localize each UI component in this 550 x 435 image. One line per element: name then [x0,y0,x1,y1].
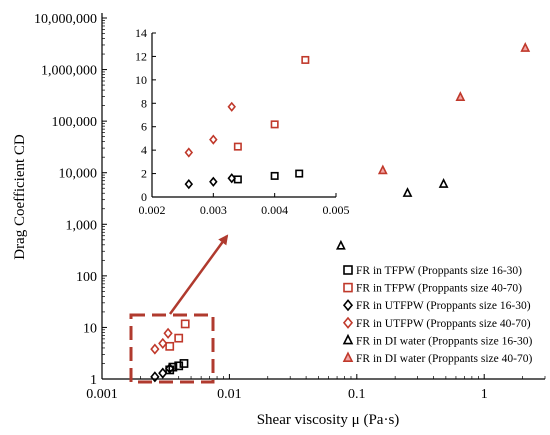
data-point-square [179,359,189,368]
inset-data-point-diamond [209,176,218,187]
x-tick-label: 0.1 [348,387,366,402]
legend-marker-square [343,265,353,275]
inset-y-ticks: 0 2 4 6 8 10 12 14 [135,26,156,204]
inset-data-point-square [233,142,242,151]
legend-item: FR in DI water (Proppants size 16-30) [342,333,532,347]
y-tick-label: 10 [83,321,97,336]
x-tick-label: 0.001 [86,387,118,402]
legend-marker-triangle [342,333,354,345]
y-axis-label: Drag Coefficient CD [12,134,28,260]
y-tick-label: 100,000 [52,115,98,130]
highlight-box [129,313,215,384]
inset-data-point-square [270,171,279,180]
data-point-diamond [158,337,168,349]
legend: FR in TFPW (Proppants size 16-30) FR in T… [342,265,532,365]
inset-x-tick-label: 0.003 [200,203,227,217]
legend-marker-diamond [342,299,354,312]
data-point-square [174,333,184,343]
legend-label: FR in UTFPW (Proppants size 40-70) [356,318,531,330]
inset-data-point-diamond [184,147,194,158]
inset-y-tick-label: 10 [135,73,147,87]
data-point-diamond [163,327,173,339]
inset-plot: 0 2 4 6 8 10 12 14 0.002 0.003 0.004 0.005 [135,26,350,217]
data-point-diamond [150,343,160,355]
legend-item: FR in TFPW (Proppants size 16-30) [343,265,522,277]
inset-y-tick-label: 6 [141,120,147,134]
inset-data-point-square [270,120,279,129]
legend-item: FR in TFPW (Proppants size 40-70) [343,282,522,295]
inset-y-tick-label: 4 [141,143,147,157]
inset-data-points [184,55,310,190]
zoom-arrow [168,234,229,315]
data-point-diamond [158,367,168,379]
inset-x-tick-label: 0.005 [323,203,350,217]
legend-item: FR in UTFPW (Proppants size 40-70) [342,316,531,330]
inset-data-point-diamond [227,173,236,184]
legend-label: FR in TFPW (Proppants size 16-30) [356,265,522,277]
inset-x-tick-label: 0.002 [139,203,166,217]
inset-data-point-diamond [227,101,236,112]
inset-x-tick-label: 0.004 [261,203,288,217]
legend-item: FR in UTFPW (Proppants size 16-30) [342,299,531,312]
legend-label: FR in TFPW (Proppants size 40-70) [356,283,522,295]
inset-y-tick-label: 14 [135,26,147,40]
legend-label: FR in DI water (Proppants size 16-30) [356,335,532,347]
data-point-square [180,319,190,329]
legend-marker-square [343,282,353,293]
x-tick-label: 0.01 [217,387,242,402]
legend-label: FR in UTFPW (Proppants size 16-30) [356,300,531,312]
main-x-ticks: 0.001 0.01 0.1 1 [86,374,546,402]
inset-data-point-diamond [184,179,194,190]
main-data-points [150,42,531,383]
legend-item: FR in DI water (Proppants size 40-70) [342,351,532,365]
inset-data-point-square [295,169,304,178]
y-tick-label: 10,000,000 [34,12,97,27]
main-plot: 1101001,00010,000100,0001,000,00010,000,… [34,12,546,402]
x-tick-label: 1 [481,387,488,402]
data-point-diamond [150,371,160,383]
y-tick-label: 1,000,000 [41,64,97,79]
inset-y-tick-label: 2 [141,167,147,181]
data-point-diamond [165,362,175,375]
data-point-triangle [520,42,531,52]
inset-y-tick-label: 12 [135,49,147,63]
legend-marker-diamond [342,316,354,329]
legend-label: FR in DI water (Proppants size 40-70) [356,353,532,365]
data-point-square [174,361,184,371]
legend-marker-triangle [342,351,354,363]
y-tick-label: 1,000 [66,218,98,233]
x-axis-label: Shear viscosity μ (Pa·s) [257,412,400,428]
data-point-square [165,341,175,351]
data-point-triangle [377,164,388,175]
inset-y-tick-label: 0 [141,190,147,204]
inset-background [150,32,336,197]
data-point-triangle [335,239,346,250]
data-point-square [168,362,178,372]
y-tick-label: 10,000 [59,167,98,182]
inset-data-point-diamond [209,134,218,145]
data-point-triangle [402,187,413,197]
data-point-triangle [438,178,449,188]
inset-y-tick-label: 8 [141,96,147,110]
inset-x-ticks: 0.002 0.003 0.004 0.005 [139,193,350,217]
main-y-ticks: 1 10 100 1,000 10,000 100,000 1,000,000 10,000,… [34,12,107,388]
y-tick-label: 1 [90,373,97,388]
y-tick-label: 100 [76,270,97,285]
inset-data-point-square [301,55,310,64]
data-point-triangle [455,91,466,101]
